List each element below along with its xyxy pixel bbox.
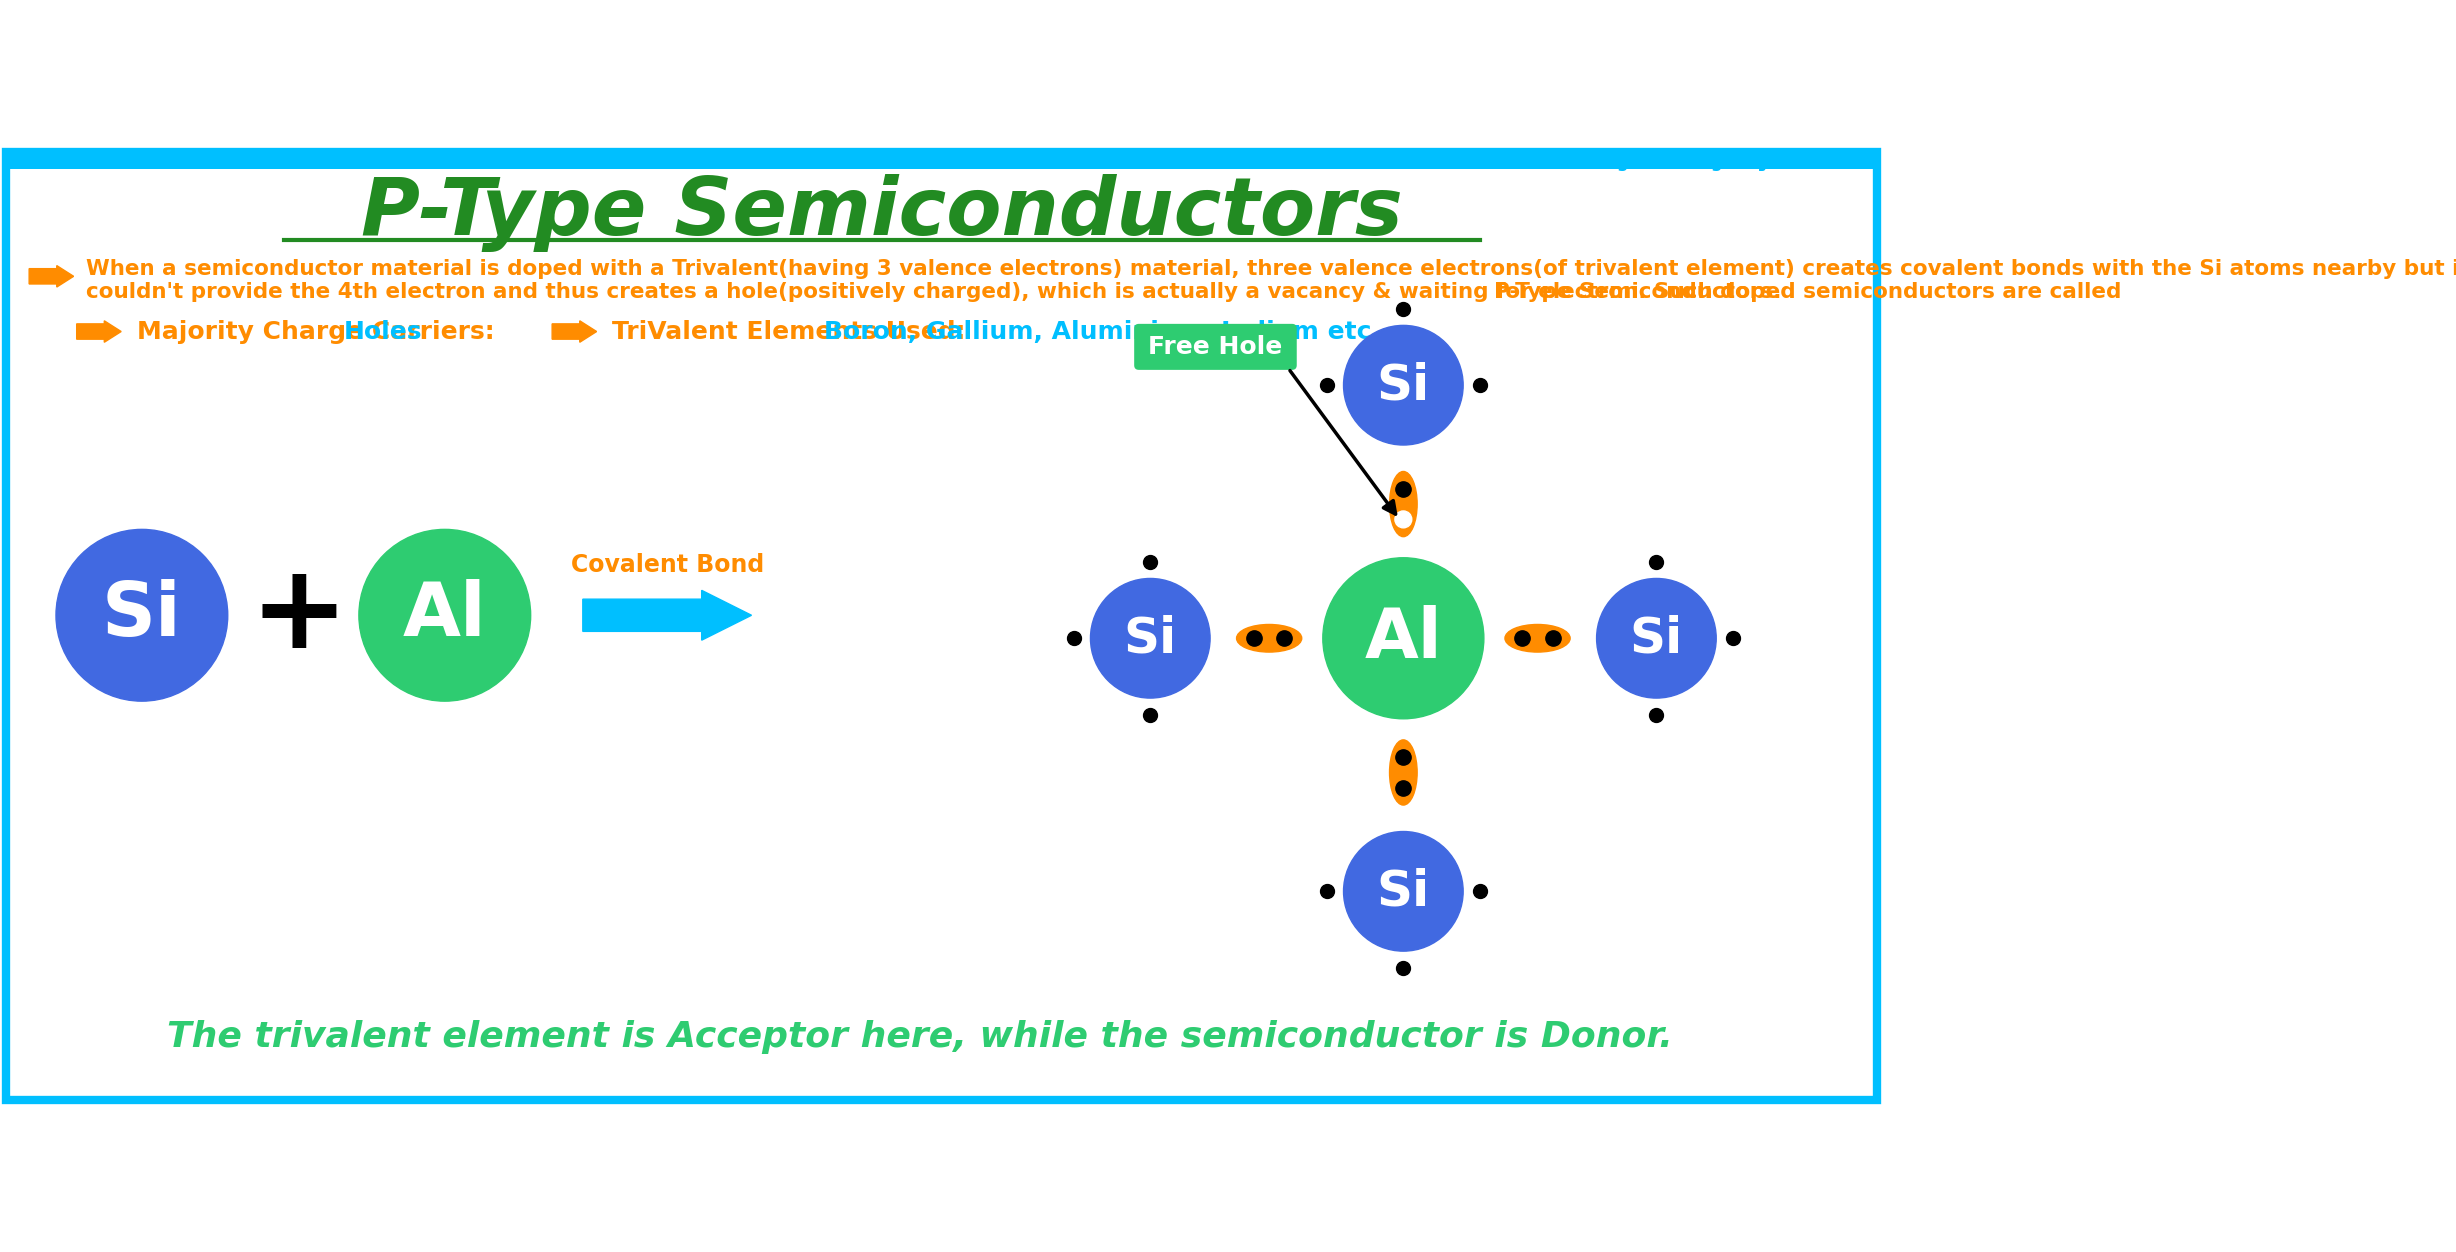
Circle shape bbox=[1395, 511, 1412, 528]
Text: Si: Si bbox=[1378, 868, 1429, 915]
Circle shape bbox=[359, 530, 530, 701]
Text: Si: Si bbox=[1378, 362, 1429, 409]
Ellipse shape bbox=[1506, 625, 1569, 652]
Circle shape bbox=[1596, 578, 1717, 699]
Text: P-Type Semiconductors.: P-Type Semiconductors. bbox=[1493, 282, 1781, 302]
Text: TriValent Elements Used:: TriValent Elements Used: bbox=[612, 319, 975, 343]
Ellipse shape bbox=[1390, 472, 1417, 537]
FancyArrow shape bbox=[553, 321, 597, 342]
Ellipse shape bbox=[1390, 740, 1417, 805]
Text: Si: Si bbox=[1125, 615, 1176, 662]
Circle shape bbox=[1343, 326, 1464, 444]
Text: P-Type Semiconductors: P-Type Semiconductors bbox=[361, 174, 1402, 252]
Circle shape bbox=[1324, 557, 1483, 719]
Circle shape bbox=[1090, 578, 1211, 699]
Text: Boron, Gallium, Aluminium, Indium etc.: Boron, Gallium, Aluminium, Indium etc. bbox=[825, 319, 1380, 343]
FancyBboxPatch shape bbox=[5, 151, 1876, 169]
FancyBboxPatch shape bbox=[5, 151, 1876, 1101]
Text: www.TheEngineeringProjects.com: www.TheEngineeringProjects.com bbox=[1510, 150, 1864, 170]
Circle shape bbox=[56, 530, 228, 701]
Text: The trivalent element is Acceptor here, while the semiconductor is Donor.: The trivalent element is Acceptor here, … bbox=[167, 1020, 1673, 1054]
FancyArrow shape bbox=[29, 265, 74, 287]
Text: Free Hole: Free Hole bbox=[1149, 334, 1282, 359]
FancyArrow shape bbox=[582, 591, 752, 640]
Circle shape bbox=[1343, 831, 1464, 952]
Text: +: + bbox=[251, 557, 349, 672]
Ellipse shape bbox=[1235, 625, 1302, 652]
Text: Covalent Bond: Covalent Bond bbox=[570, 553, 764, 577]
Text: Al: Al bbox=[1366, 605, 1442, 672]
FancyArrow shape bbox=[76, 321, 120, 342]
Text: couldn't provide the 4th electron and thus creates a hole(positively charged), w: couldn't provide the 4th electron and th… bbox=[86, 282, 2129, 302]
Text: When a semiconductor material is doped with a Trivalent(having 3 valence electro: When a semiconductor material is doped w… bbox=[86, 259, 2456, 279]
Text: Si: Si bbox=[1631, 615, 1682, 662]
Text: Majority Charge Carriers:: Majority Charge Carriers: bbox=[138, 319, 503, 343]
FancyBboxPatch shape bbox=[1135, 324, 1297, 369]
Text: Holes: Holes bbox=[344, 319, 422, 343]
Text: Al: Al bbox=[403, 578, 486, 652]
Text: Si: Si bbox=[103, 578, 182, 652]
